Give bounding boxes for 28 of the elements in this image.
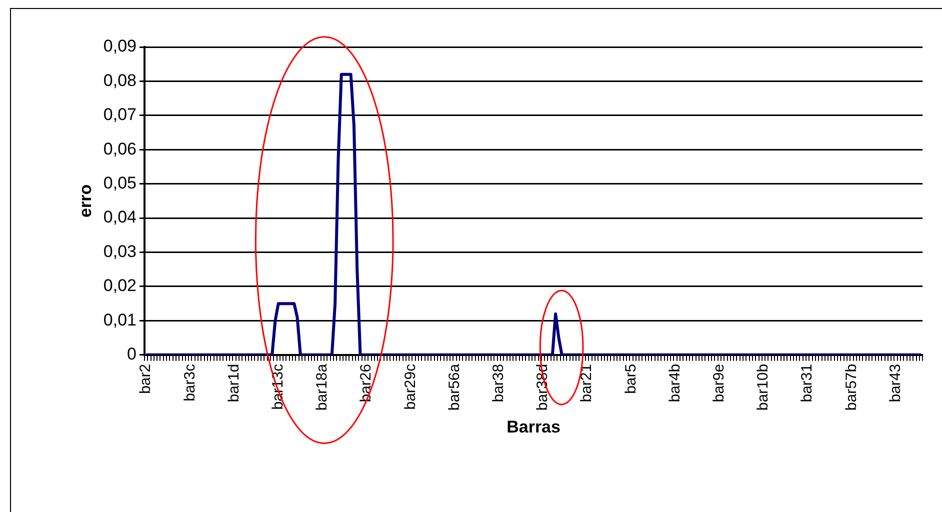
x-tick-label: bar29c — [402, 363, 419, 410]
y-tick-label: 0,08 — [103, 70, 136, 90]
x-tick-label: bar43 — [886, 364, 904, 402]
x-tick-label: bar26 — [358, 364, 375, 402]
x-tick-label: bar4b — [666, 364, 684, 402]
x-tick-label: bar18a — [314, 363, 331, 411]
x-tick-label: bar21 — [578, 364, 596, 402]
x-tick-label: bar10b — [754, 364, 772, 411]
x-tick-label: bar31 — [798, 364, 816, 402]
x-tick-label: bar2 — [137, 364, 154, 394]
y-tick-label: 0,09 — [103, 36, 136, 56]
y-tick-label: 0,02 — [103, 276, 136, 296]
x-tick-label: bar1d — [225, 364, 242, 402]
y-tick-label: 0,07 — [103, 105, 136, 124]
x-tick-label: bar9e — [710, 364, 728, 402]
y-tick-label: 0,01 — [103, 310, 136, 330]
y-tick-label: 0,04 — [103, 208, 136, 227]
x-tick-label: bar3c — [181, 363, 198, 402]
y-tick-label: 0,06 — [103, 139, 136, 158]
x-tick-label: bar5 — [622, 364, 640, 394]
x-tick-label: bar56a — [446, 363, 463, 411]
y-axis-title: erro — [76, 184, 95, 218]
y-tick-label: 0 — [127, 344, 136, 364]
x-tick-label: bar57b — [842, 364, 860, 411]
x-axis-title: Barras — [506, 417, 560, 436]
y-tick-label: 0,05 — [103, 174, 136, 193]
x-tick-label: bar38 — [490, 364, 508, 402]
y-tick-label: 0,03 — [103, 242, 136, 261]
